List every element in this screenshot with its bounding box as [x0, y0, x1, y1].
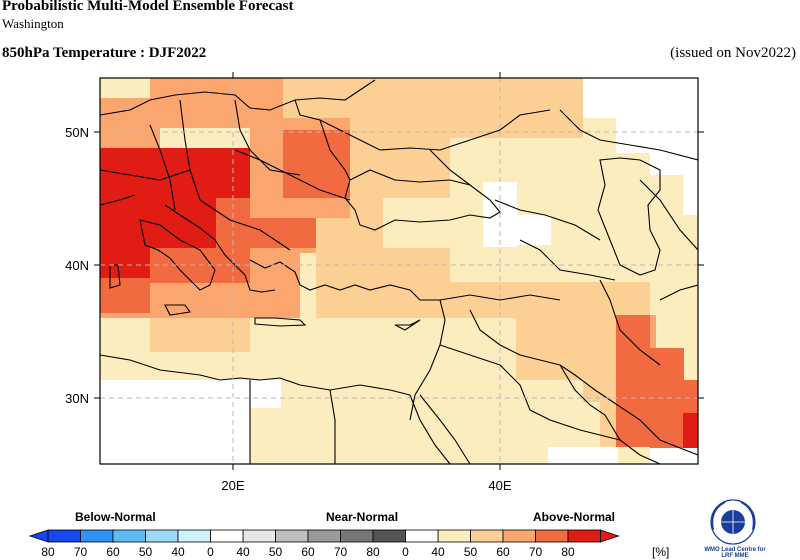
legend-above-label: Above-Normal [533, 510, 616, 524]
coastlines [100, 79, 698, 464]
legend-tick-label: 40 [431, 545, 445, 559]
legend-tick-label: 60 [301, 545, 315, 559]
legend-tick-label: 80 [561, 545, 575, 559]
legend-swatch [405, 529, 439, 543]
legend-swatch [567, 529, 601, 543]
legend-swatch [112, 529, 146, 543]
legend-swatch [47, 529, 81, 543]
legend-tick-label: 0 [402, 545, 409, 559]
legend-swatch [177, 529, 211, 543]
legend-swatch [210, 529, 244, 543]
map-frame [99, 77, 699, 465]
legend-tick-label: 40 [171, 545, 185, 559]
legend-tick-label: 50 [464, 545, 478, 559]
legend-swatch [502, 529, 536, 543]
issued-date: (issued on Nov2022) [670, 45, 796, 61]
legend-tick-label: 70 [529, 545, 543, 559]
legend-arrow-left [28, 529, 49, 543]
legend-tick-label: 60 [106, 545, 120, 559]
chart-title: Probabilistic Multi-Model Ensemble Forec… [2, 0, 294, 14]
legend-swatch [307, 529, 341, 543]
lat-label-30n: 30N [65, 391, 89, 406]
legend-tick-label: 0 [207, 545, 214, 559]
color-legend [28, 529, 620, 543]
chart-subtitle: Washington [2, 16, 64, 31]
legend-tick-label: 50 [139, 545, 153, 559]
legend-swatch [437, 529, 471, 543]
legend-swatch [340, 529, 374, 543]
legend-swatch [275, 529, 309, 543]
legend-unit: [%] [652, 545, 669, 559]
legend-tick-label: 50 [269, 545, 283, 559]
lon-label-20e: 20E [221, 478, 244, 493]
lat-label-50n: 50N [65, 125, 89, 140]
logo-caption: WMO Lead Centre for LRF MME [704, 547, 766, 559]
legend-swatch [470, 529, 504, 543]
legend-below-label: Below-Normal [75, 510, 156, 524]
legend-swatch [145, 529, 179, 543]
legend-arrow-right [600, 529, 620, 543]
legend-tick-label: 80 [366, 545, 380, 559]
legend-tick-label: 70 [334, 545, 348, 559]
legend-tick-label: 70 [74, 545, 88, 559]
legend-tick-label: 60 [496, 545, 510, 559]
lon-label-40e: 40E [488, 478, 511, 493]
legend-tick-label: 80 [41, 545, 55, 559]
legend-swatch [372, 529, 406, 543]
legend-swatch [242, 529, 276, 543]
legend-tick-label: 40 [236, 545, 250, 559]
lat-label-40n: 40N [65, 258, 89, 273]
wmo-logo-icon [710, 499, 756, 545]
probability-shading [100, 78, 698, 464]
legend-near-label: Near-Normal [326, 510, 399, 524]
graticule [100, 78, 698, 464]
legend-swatch [535, 529, 569, 543]
legend-swatch [80, 529, 114, 543]
variable-title: 850hPa Temperature : DJF2022 [2, 45, 207, 61]
